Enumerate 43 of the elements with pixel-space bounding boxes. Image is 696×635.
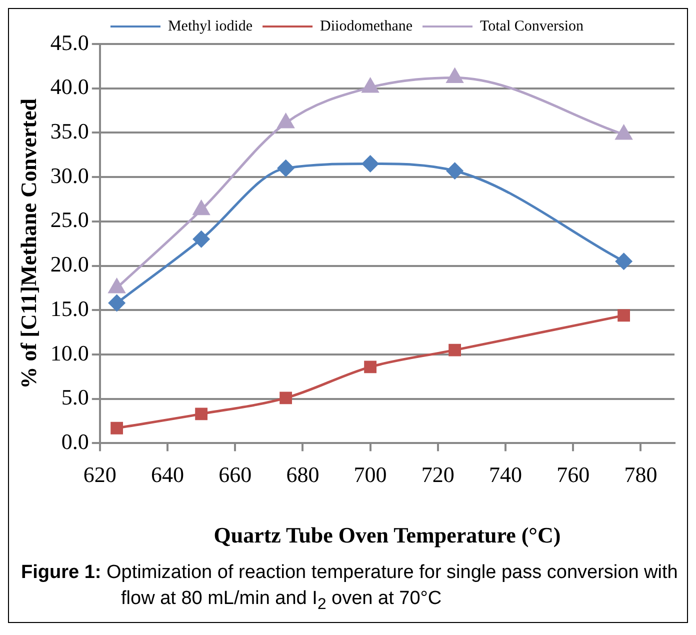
y-tick-label: 0.0 (61, 428, 89, 454)
x-tick-label: 720 (421, 462, 454, 488)
point (278, 160, 294, 176)
point (616, 125, 632, 140)
point (616, 253, 632, 270)
point (362, 78, 378, 93)
y-tick-label: 5.0 (61, 384, 89, 410)
y-tick-label: 45.0 (50, 30, 89, 55)
x-tick-label: 680 (286, 462, 320, 488)
x-tick-label: 660 (218, 462, 252, 488)
point (448, 344, 461, 356)
legend-label: Total Conversion (480, 18, 584, 34)
legend-label: Diiodomethane (320, 18, 413, 34)
text: Optimization of reaction temperature for single pass conversion with flow at 80 mL/min and I$_{2}$ oven at 70°C (106, 562, 678, 613)
y-tick-label: 20.0 (50, 252, 89, 277)
caption: Figure 1: (21, 562, 102, 583)
x-axis-title: Quartz Tube Oven Temperature (°C) (214, 522, 561, 548)
y-axis-title: % of [C11]Methane Converted (16, 98, 41, 389)
y-tick-label: 10.0 (50, 340, 89, 366)
legend-label: Methyl iodide (168, 18, 253, 34)
x-tick-label: 780 (624, 462, 658, 488)
point (446, 162, 464, 180)
point (364, 360, 376, 374)
point (280, 392, 292, 404)
y-tick-label: 30.0 (50, 162, 89, 188)
x-tick-label: 700 (354, 462, 387, 488)
point (193, 230, 210, 248)
y-tick-label: 25.0 (50, 207, 89, 232)
point (110, 422, 123, 434)
x-tick-label: 640 (151, 462, 184, 488)
point (108, 294, 126, 312)
point (446, 68, 463, 83)
point (193, 200, 210, 216)
point (618, 309, 630, 322)
x-tick-label: 620 (83, 462, 116, 488)
x-tick-label: 740 (489, 462, 522, 488)
point (278, 114, 294, 128)
y-tick-label: 35.0 (50, 118, 89, 144)
point (195, 408, 208, 420)
y-tick-label: 15.0 (50, 296, 89, 321)
y-tick-label: 40.0 (50, 74, 89, 100)
point (362, 156, 379, 172)
x-tick-label: 760 (556, 462, 590, 488)
